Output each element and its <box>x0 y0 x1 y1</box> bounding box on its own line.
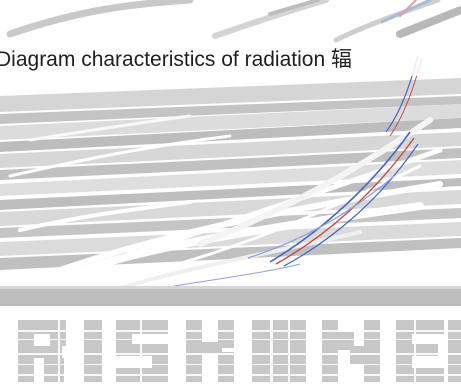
caption-background <box>0 44 461 76</box>
watermark-wordmark-icon <box>0 306 461 392</box>
gray-band <box>0 286 461 306</box>
image-caption: Diagram characteristics of radiation 辐 <box>0 48 352 71</box>
top-stripes <box>6 0 461 43</box>
color-accent-lines <box>149 55 423 291</box>
diagonal-band-stripes <box>0 78 461 270</box>
